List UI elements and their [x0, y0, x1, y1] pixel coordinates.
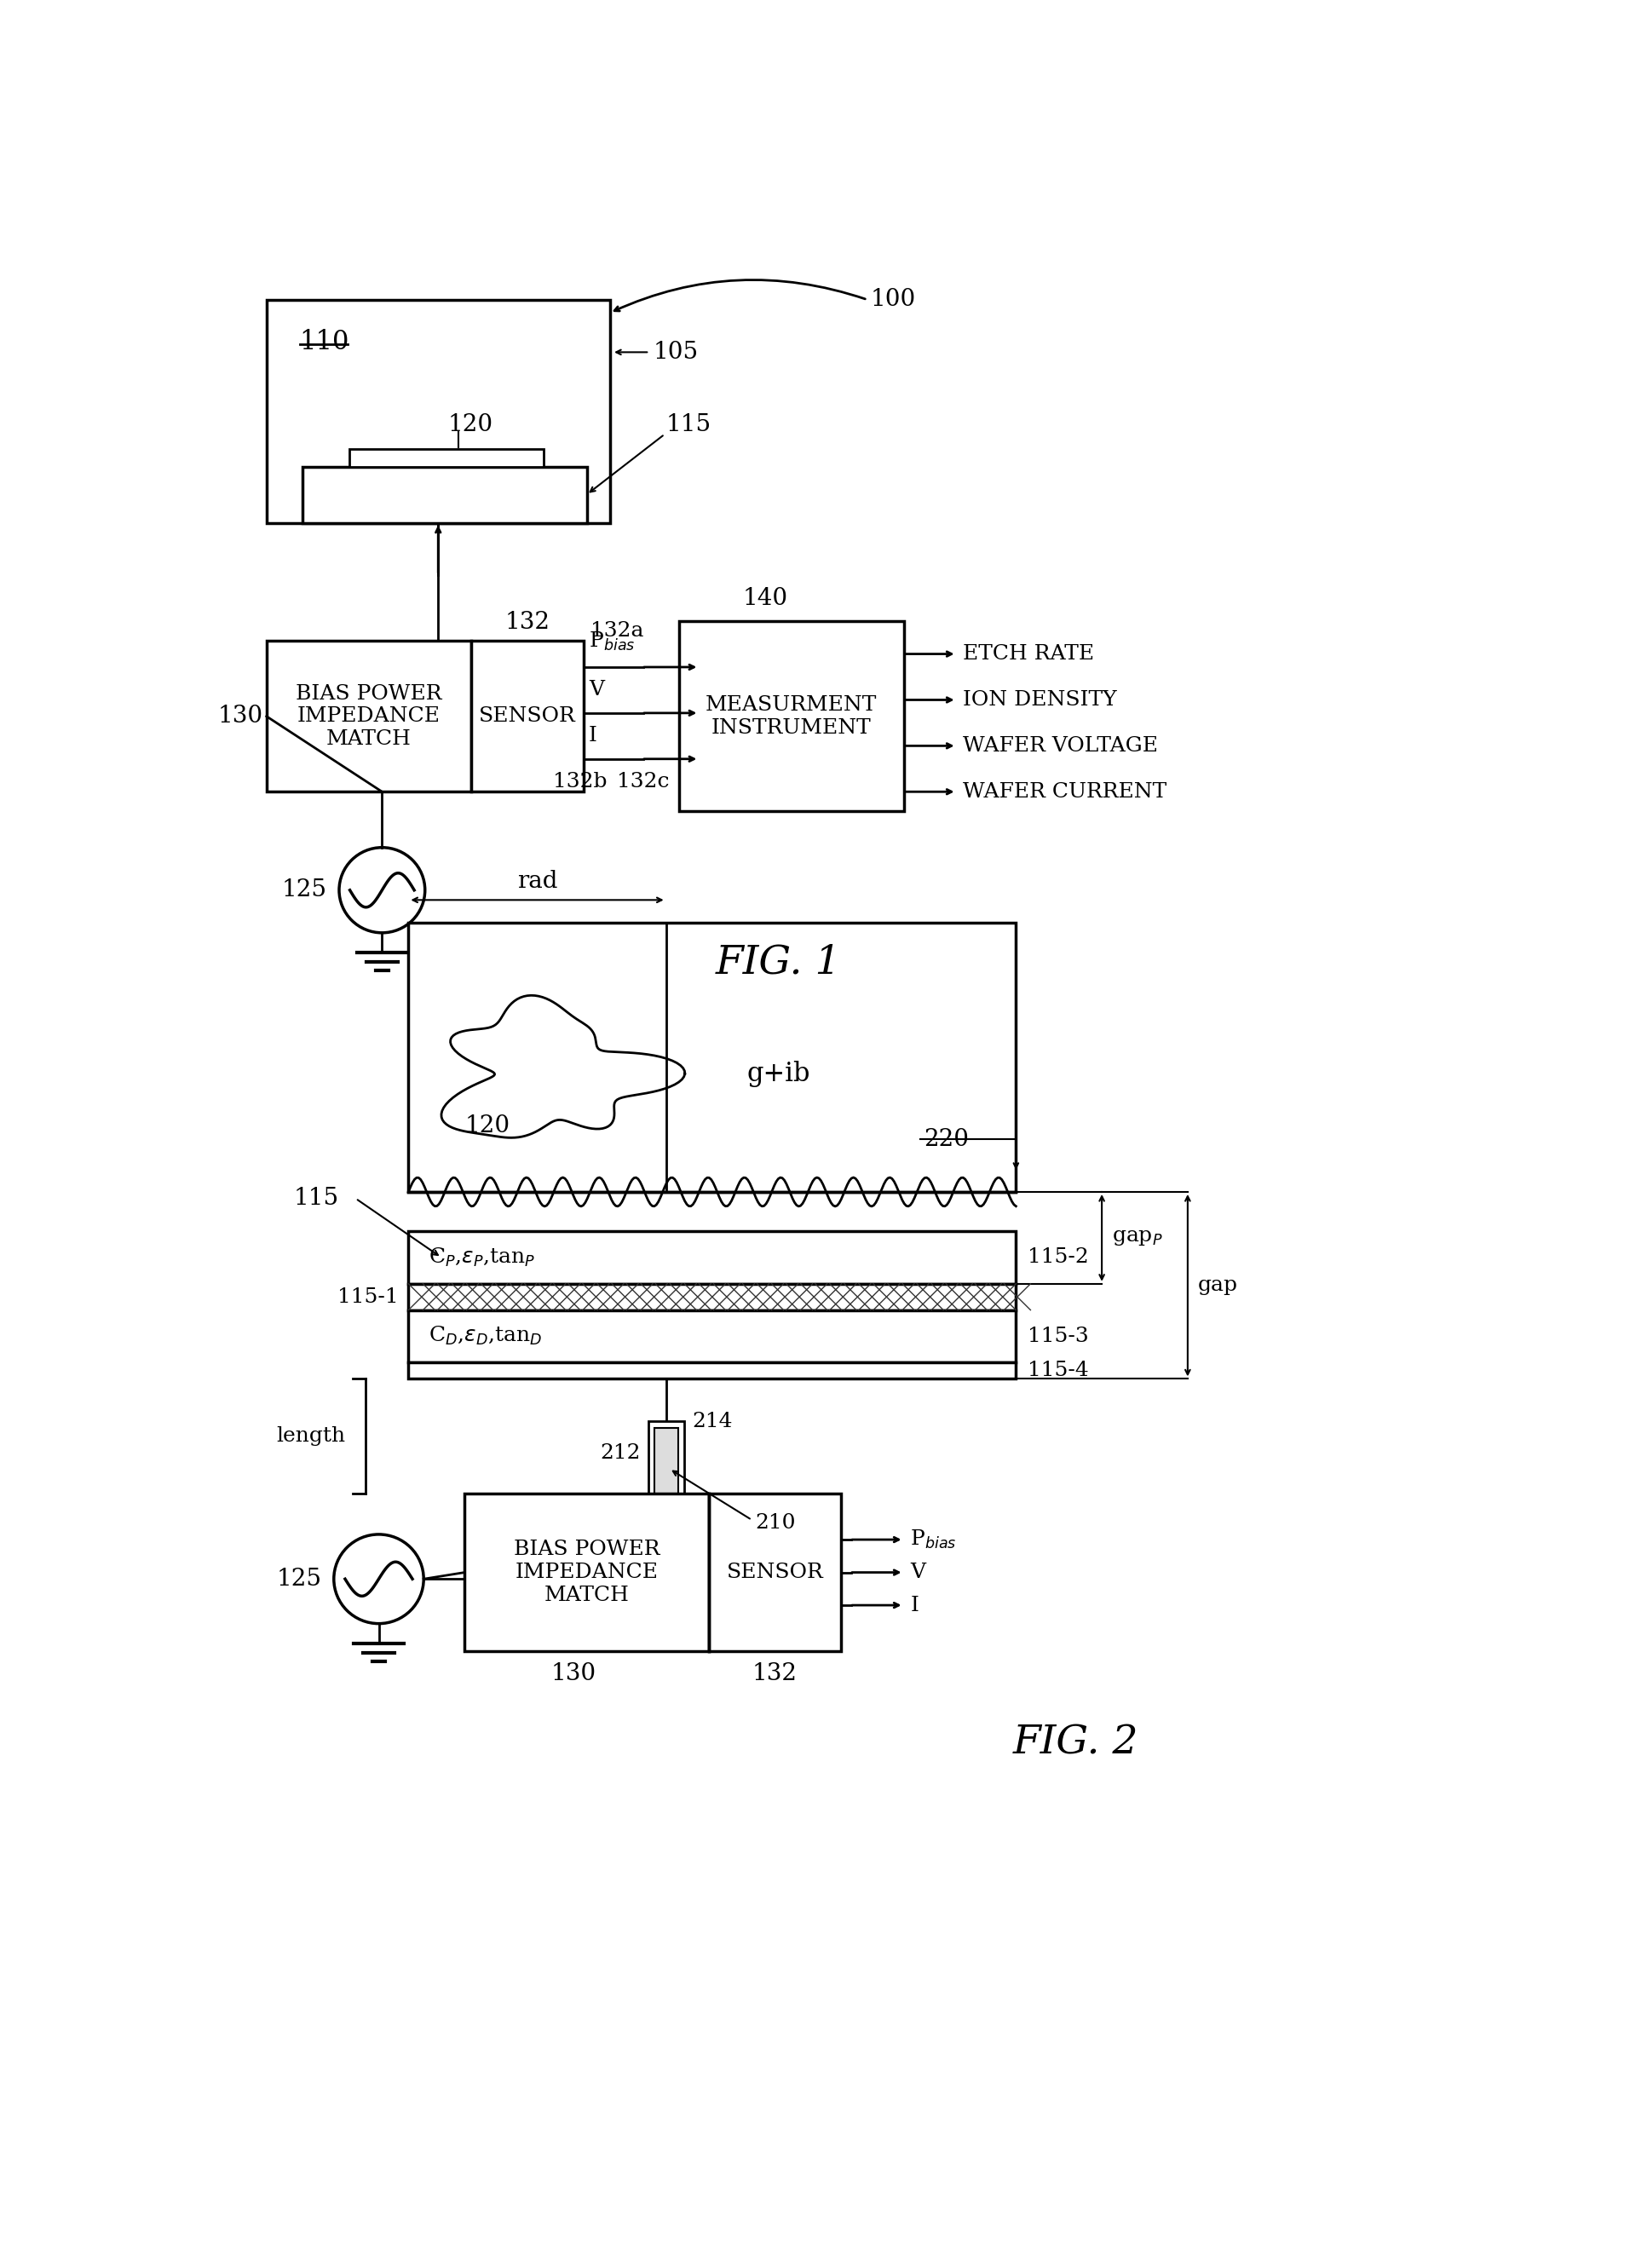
Text: 105: 105	[652, 340, 698, 363]
Bar	[409, 1363, 1015, 1379]
Text: 132c: 132c	[616, 771, 668, 792]
Text: P$_{bias}$: P$_{bias}$	[588, 631, 636, 653]
Text: 214: 214	[691, 1411, 732, 1431]
Text: V: V	[910, 1563, 926, 1583]
Bar	[465, 1495, 709, 1651]
Bar	[266, 642, 471, 792]
Text: BIAS POWER
IMPEDANCE
MATCH: BIAS POWER IMPEDANCE MATCH	[513, 1540, 660, 1606]
Text: 125: 125	[277, 1567, 323, 1590]
Text: FIG. 1: FIG. 1	[716, 943, 841, 982]
Text: 115: 115	[293, 1186, 339, 1211]
Text: 115-2: 115-2	[1029, 1247, 1089, 1268]
Text: 212: 212	[600, 1442, 641, 1463]
Text: C$_P$,$\epsilon_P$,tan$_P$: C$_P$,$\epsilon_P$,tan$_P$	[429, 1247, 535, 1268]
Bar	[303, 467, 587, 522]
Text: 120: 120	[465, 1116, 510, 1139]
Text: ION DENSITY: ION DENSITY	[963, 689, 1117, 710]
Text: SENSOR: SENSOR	[479, 708, 575, 726]
Text: P$_{bias}$: P$_{bias}$	[910, 1529, 957, 1551]
Text: I: I	[910, 1594, 919, 1615]
Text: 220: 220	[924, 1127, 968, 1150]
Text: 132: 132	[753, 1662, 797, 1685]
Bar	[709, 1495, 841, 1651]
Text: length: length	[277, 1427, 346, 1447]
Bar	[409, 1232, 1015, 1284]
Text: gap: gap	[1198, 1275, 1237, 1295]
Text: 100: 100	[870, 288, 916, 311]
Text: SENSOR: SENSOR	[727, 1563, 823, 1583]
Text: FIG. 2: FIG. 2	[1012, 1724, 1138, 1762]
Text: 115: 115	[667, 413, 711, 435]
Bar	[471, 642, 584, 792]
Bar	[649, 1422, 685, 1499]
Text: gap$_P$: gap$_P$	[1112, 1227, 1162, 1247]
Bar	[409, 923, 1015, 1193]
Bar	[349, 449, 544, 467]
Text: 140: 140	[742, 587, 787, 610]
Text: ETCH RATE: ETCH RATE	[963, 644, 1094, 665]
Text: MEASURMENT
INSTRUMENT: MEASURMENT INSTRUMENT	[706, 696, 877, 737]
Text: 110: 110	[300, 329, 349, 356]
Text: 130: 130	[551, 1662, 597, 1685]
Bar	[409, 1284, 1015, 1311]
Text: 132a: 132a	[590, 621, 644, 642]
Text: 115-3: 115-3	[1029, 1327, 1089, 1345]
Bar	[680, 621, 903, 812]
Text: V: V	[588, 680, 605, 701]
Text: 115-1: 115-1	[337, 1286, 399, 1306]
Text: WAFER CURRENT: WAFER CURRENT	[963, 782, 1167, 801]
Text: 210: 210	[755, 1513, 795, 1533]
Text: 125: 125	[282, 878, 328, 903]
Bar	[266, 299, 610, 522]
Text: g+ib: g+ib	[747, 1061, 810, 1086]
Bar	[655, 1429, 678, 1495]
Text: 132b: 132b	[553, 771, 608, 792]
Text: 130: 130	[218, 705, 262, 728]
Text: 132: 132	[505, 610, 549, 635]
Text: 120: 120	[448, 413, 494, 435]
Text: rad: rad	[517, 871, 557, 894]
Bar	[409, 1311, 1015, 1363]
Text: BIAS POWER
IMPEDANCE
MATCH: BIAS POWER IMPEDANCE MATCH	[295, 685, 442, 748]
Text: 115-4: 115-4	[1029, 1361, 1089, 1381]
Text: C$_D$,$\epsilon_D$,tan$_D$: C$_D$,$\epsilon_D$,tan$_D$	[429, 1325, 541, 1347]
Text: WAFER VOLTAGE: WAFER VOLTAGE	[963, 737, 1159, 755]
Text: I: I	[588, 726, 597, 746]
